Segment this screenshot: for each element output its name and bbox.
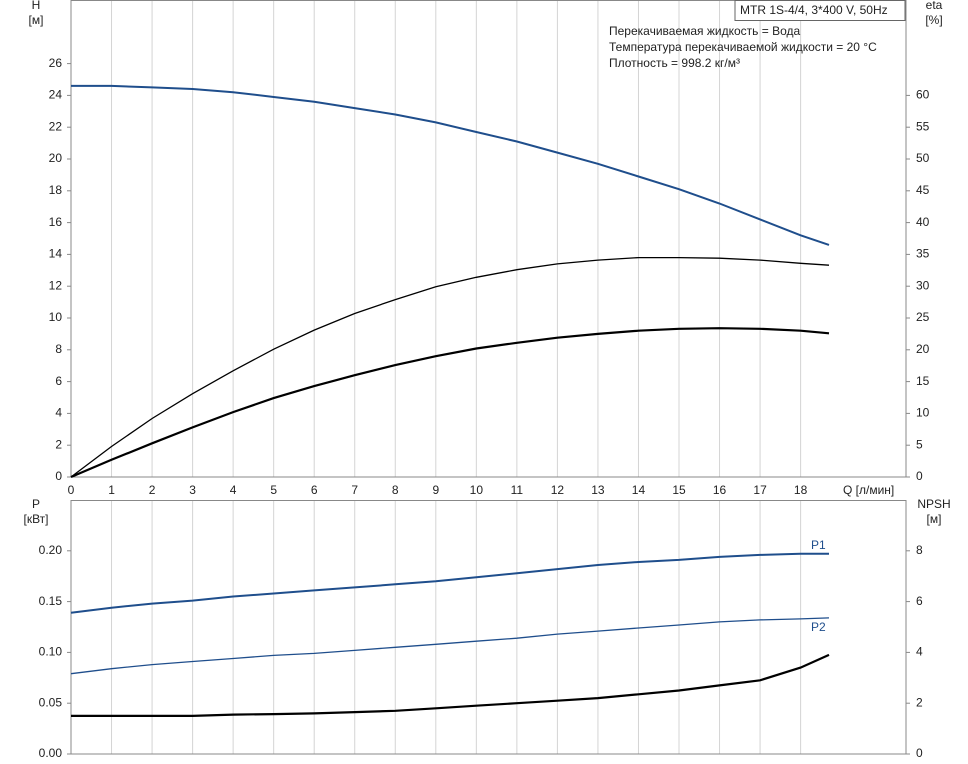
y-tick-label: 14 xyxy=(49,247,63,261)
y-tick-label: 0.15 xyxy=(39,594,63,608)
y2-tick-label: 10 xyxy=(916,406,930,420)
x-tick-label: 10 xyxy=(470,483,484,497)
x-tick-label: 0 xyxy=(68,483,75,497)
y-tick-label: 0 xyxy=(55,469,62,483)
x-tick-label: 16 xyxy=(713,483,727,497)
y-tick-label: 16 xyxy=(49,215,63,229)
x-tick-label: 17 xyxy=(753,483,767,497)
x-tick-label: 2 xyxy=(149,483,156,497)
curve xyxy=(70,256,830,478)
y2-tick-label: 60 xyxy=(916,88,930,102)
y2-tick-label: 4 xyxy=(916,645,923,659)
x-tick-label: 12 xyxy=(551,483,565,497)
y-axis-label: H xyxy=(32,0,41,12)
y-axis-unit: [м] xyxy=(29,13,44,27)
annotation: Перекачиваемая жидкость = Вода xyxy=(609,24,801,38)
y-tick-label: 24 xyxy=(49,88,63,102)
y-tick-label: 0.10 xyxy=(39,645,63,659)
curve xyxy=(71,653,830,717)
annotation: Температура перекачиваемой жидкости = 20… xyxy=(609,40,877,54)
annotation: Плотность = 998.2 кг/м³ xyxy=(609,56,740,70)
y2-tick-label: 15 xyxy=(916,374,930,388)
y2-tick-label: 30 xyxy=(916,278,930,292)
x-tick-label: 18 xyxy=(794,483,808,497)
y-tick-label: 6 xyxy=(55,374,62,388)
y2-tick-label: 45 xyxy=(916,183,930,197)
y2-tick-label: 2 xyxy=(916,695,923,709)
info-box xyxy=(734,0,906,21)
x-tick-label: 9 xyxy=(432,483,439,497)
series-label: P1 xyxy=(811,538,826,552)
y-tick-label: 10 xyxy=(49,310,63,324)
x-tick-label: 11 xyxy=(511,483,524,497)
x-axis-label: Q [л/мин] xyxy=(843,483,894,497)
x-tick-label: 14 xyxy=(632,483,646,497)
y-tick-label: 8 xyxy=(55,342,62,356)
x-tick-label: 13 xyxy=(591,483,605,497)
y-tick-label: 26 xyxy=(49,56,63,70)
y2-tick-label: 35 xyxy=(916,247,930,261)
y-tick-label: 18 xyxy=(49,183,63,197)
x-tick-label: 4 xyxy=(230,483,237,497)
y2-tick-label: 25 xyxy=(916,310,930,324)
y2-tick-label: 6 xyxy=(916,594,923,608)
y-tick-label: 0.05 xyxy=(39,695,63,709)
y-axis-unit: [кВт] xyxy=(23,512,48,526)
y2-axis-unit: [%] xyxy=(925,13,942,27)
y-axis-label: P xyxy=(32,497,40,511)
y2-tick-label: 55 xyxy=(916,119,930,133)
y-tick-label: 0.00 xyxy=(39,746,63,760)
y2-tick-label: 50 xyxy=(916,151,930,165)
x-tick-label: 1 xyxy=(108,483,115,497)
info-box-text: MTR 1S-4/4, 3*400 V, 50Hz xyxy=(740,3,888,17)
y2-axis-label: NPSH xyxy=(917,497,950,511)
y2-tick-label: 40 xyxy=(916,215,930,229)
x-tick-label: 8 xyxy=(392,483,399,497)
y-tick-label: 2 xyxy=(55,437,62,451)
y-tick-label: 0.20 xyxy=(39,543,63,557)
plot-frame xyxy=(70,500,907,755)
y2-tick-label: 8 xyxy=(916,543,923,557)
x-tick-label: 3 xyxy=(189,483,196,497)
x-tick-label: 6 xyxy=(311,483,318,497)
x-tick-label: 7 xyxy=(351,483,358,497)
y-tick-label: 12 xyxy=(49,278,63,292)
plot-frame xyxy=(70,0,907,478)
series-label: P2 xyxy=(811,620,826,634)
y2-axis-label: eta xyxy=(926,0,943,12)
curve xyxy=(70,617,830,675)
curve xyxy=(70,552,829,614)
y2-tick-label: 0 xyxy=(916,746,923,760)
x-tick-label: 5 xyxy=(270,483,277,497)
y-tick-label: 4 xyxy=(55,406,62,420)
y-tick-label: 22 xyxy=(49,119,63,133)
x-tick-label: 15 xyxy=(672,483,686,497)
y2-tick-label: 0 xyxy=(916,469,923,483)
y2-tick-label: 5 xyxy=(916,437,923,451)
curve xyxy=(71,84,830,246)
y2-tick-label: 20 xyxy=(916,342,930,356)
y-tick-label: 20 xyxy=(49,151,63,165)
curve xyxy=(70,327,830,479)
y2-axis-unit: [м] xyxy=(927,512,942,526)
